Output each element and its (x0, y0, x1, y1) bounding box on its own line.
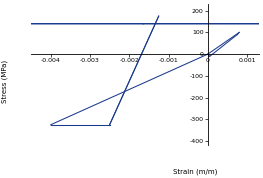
X-axis label: Strain (m/m): Strain (m/m) (173, 168, 217, 174)
Y-axis label: Stress (MPa): Stress (MPa) (2, 60, 8, 103)
